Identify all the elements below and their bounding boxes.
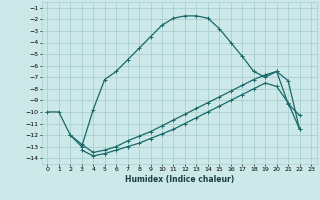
X-axis label: Humidex (Indice chaleur): Humidex (Indice chaleur) <box>124 175 234 184</box>
